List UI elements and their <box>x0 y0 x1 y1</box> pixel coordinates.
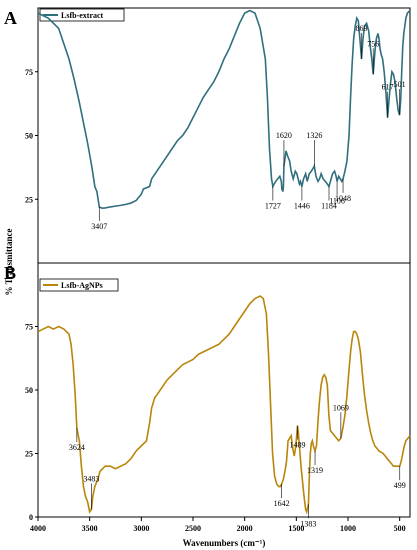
peak-annotation: 3624 <box>69 443 85 452</box>
peak-annotation: 501 <box>394 80 406 89</box>
peak-annotation: 3407 <box>91 222 107 231</box>
x-tick-label: 1000 <box>340 524 356 533</box>
peak-annotation: 1620 <box>276 131 292 140</box>
legend-box-b <box>39 278 119 292</box>
x-tick-label: 2500 <box>185 524 201 533</box>
spectrum-line-b <box>37 295 411 515</box>
panel-a: A Lsfb-extract <box>4 8 411 209</box>
peak-annotation: 1106 <box>329 196 345 205</box>
peak-annotation: 869 <box>356 24 368 33</box>
peak-annotation: 1069 <box>333 403 349 412</box>
peak-annotation: 1048 <box>335 194 351 203</box>
panel-letter-a: A <box>4 8 17 28</box>
panel-b: B Lsfb-AgNPs <box>4 263 411 515</box>
y-axis-title: % Transmittance <box>4 229 14 296</box>
peak-annotation: 499 <box>394 481 406 490</box>
peak-annotation: 1184 <box>321 202 337 211</box>
peak-annotation: 1326 <box>306 131 322 140</box>
peak-annotation: 3483 <box>83 474 99 483</box>
legend-box-a <box>39 8 125 22</box>
ticks-layer: 25 50 75 0 25 50 75 4000 3500 3000 2500 2000 1500 100… <box>25 68 406 533</box>
peak-annotation: 1727 <box>265 202 281 211</box>
x-tick-label: 4000 <box>30 524 46 533</box>
panel-letter-b: B <box>4 263 16 283</box>
x-tick-label: 3500 <box>82 524 98 533</box>
peak-annotation: 1319 <box>307 466 323 475</box>
spectrum-line-a <box>37 9 411 209</box>
y-tick-label: 50 <box>25 386 33 395</box>
peak-annotation: 617 <box>382 83 394 92</box>
x-axis-title: Wavenumbers (cm⁻¹) <box>183 538 266 548</box>
peak-annotation: 1489 <box>289 441 305 450</box>
legend-label-a: Lsfb-extract <box>61 11 104 20</box>
peak-annotation: 1446 <box>294 202 310 211</box>
x-tick-label: 3000 <box>133 524 149 533</box>
y-tick-label: 75 <box>25 323 33 332</box>
peak-annotation: 1642 <box>274 499 290 508</box>
peak-annotation: 756 <box>367 39 379 48</box>
y-tick-label: 25 <box>25 195 33 204</box>
y-tick-label: 25 <box>25 450 33 459</box>
x-tick-label: 1500 <box>288 524 304 533</box>
y-tick-label: 0 <box>29 513 33 522</box>
y-tick-label: 75 <box>25 68 33 77</box>
peak-annotation: 1383 <box>300 519 316 528</box>
y-tick-label: 50 <box>25 132 33 141</box>
legend-label-b: Lsfb-AgNPs <box>61 281 103 290</box>
x-tick-label: 2000 <box>237 524 253 533</box>
x-tick-label: 500 <box>394 524 406 533</box>
